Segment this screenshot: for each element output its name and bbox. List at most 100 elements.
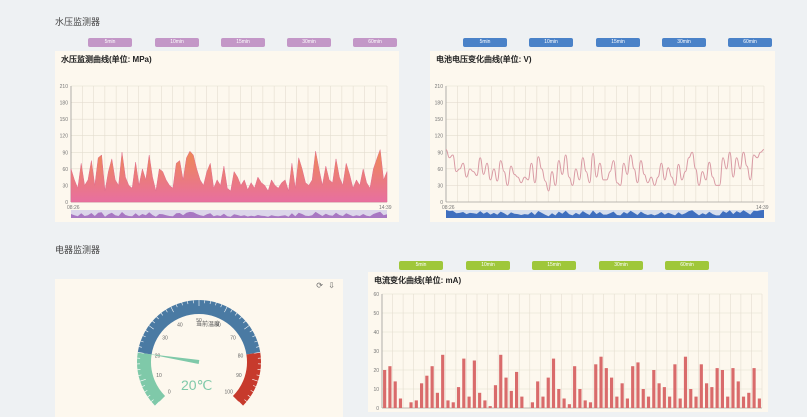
current-bar xyxy=(478,392,482,408)
voltage-line-series xyxy=(445,149,765,192)
current-bar xyxy=(741,396,746,408)
current-bar xyxy=(430,366,434,408)
temperature-gauge: 0 10 20 30 40 50 60 70 80 90 100 xyxy=(137,300,261,407)
gauge-tick xyxy=(144,390,148,393)
current-range-5min-button[interactable]: 5min xyxy=(399,261,443,270)
y-tick-label: 60 xyxy=(437,167,443,173)
gauge-tick xyxy=(243,320,246,324)
y-tick-label: 20 xyxy=(373,368,379,374)
water-pressure-chart-title: 水压监测曲线(单位: MPa) xyxy=(61,55,152,64)
current-bar xyxy=(726,396,730,408)
y-tick-label: 90 xyxy=(62,150,68,156)
current-bar xyxy=(694,396,698,408)
gauge-tick xyxy=(156,316,159,320)
voltage-range-5min-button[interactable]: 5min xyxy=(463,38,507,47)
water-range-5min-button[interactable]: 5min xyxy=(88,38,132,47)
y-tick-label: 30 xyxy=(437,183,443,189)
voltage-range-10min-button[interactable]: 10min xyxy=(529,38,573,47)
current-range-60min-button[interactable]: 60min xyxy=(665,261,709,270)
y-tick-label: 50 xyxy=(373,311,379,317)
current-range-10min-button[interactable]: 10min xyxy=(466,261,510,270)
y-tick-label: 210 xyxy=(435,84,444,90)
y-tick-label: 0 xyxy=(376,406,379,412)
gauge-tick xyxy=(253,385,257,387)
current-bar xyxy=(705,383,709,408)
gauge-tick xyxy=(220,304,223,308)
current-bar xyxy=(409,402,413,408)
current-bar xyxy=(715,368,719,408)
current-bar xyxy=(678,398,682,408)
current-bar xyxy=(456,387,461,408)
gauge-tick-label: 0 xyxy=(168,390,171,396)
electric-section-title: 电器监测器 xyxy=(55,245,101,255)
current-bar xyxy=(588,402,593,408)
y-tick-label: 150 xyxy=(435,117,444,123)
data-zoom-brush xyxy=(446,210,764,218)
voltage-range-15min-button[interactable]: 15min xyxy=(596,38,640,47)
water-range-15min-button[interactable]: 15min xyxy=(221,38,265,47)
current-bar xyxy=(736,381,740,408)
current-bar xyxy=(662,387,666,408)
gauge-tick xyxy=(142,335,146,338)
gauge-tick xyxy=(181,302,183,306)
current-bar xyxy=(578,389,582,408)
gauge-tick xyxy=(209,301,211,305)
current-bar xyxy=(710,387,714,408)
current-bar xyxy=(567,404,571,408)
x-tick-label-start: 08:26 xyxy=(442,205,455,211)
current-bar xyxy=(562,398,566,408)
gauge-tick xyxy=(154,401,160,407)
gauge-tick-label: 60 xyxy=(215,323,221,329)
gauge-low-band xyxy=(137,352,166,406)
gauge-tick-label: 70 xyxy=(230,335,236,341)
gauge-tick xyxy=(254,340,258,343)
gauge-tick xyxy=(160,312,164,316)
current-bar xyxy=(594,364,598,408)
current-bar xyxy=(483,400,487,408)
download-icon[interactable]: ⇩ xyxy=(328,281,335,290)
water-range-60min-button[interactable]: 60min xyxy=(353,38,397,47)
water-range-30min-button[interactable]: 30min xyxy=(287,38,331,47)
current-bar xyxy=(573,366,577,408)
y-tick-label: 150 xyxy=(60,117,69,123)
current-bar xyxy=(610,377,614,408)
y-tick-label: 10 xyxy=(373,387,379,393)
current-bar xyxy=(536,381,540,408)
refresh-icon[interactable]: ⟳ xyxy=(316,281,323,290)
y-tick-label: 60 xyxy=(373,292,379,298)
gauge-tick xyxy=(250,390,254,393)
current-range-15min-button[interactable]: 15min xyxy=(532,261,576,270)
y-tick-label: 90 xyxy=(437,150,443,156)
current-range-30min-button[interactable]: 30min xyxy=(599,261,643,270)
gauge-high-band xyxy=(232,352,261,406)
gauge-tick xyxy=(139,379,146,382)
water-pressure-chart: 0 30 60 90 120 150 180 210 08:26 14:39 xyxy=(60,84,392,218)
water-range-10min-button[interactable]: 10min xyxy=(155,38,199,47)
gauge-tick xyxy=(148,325,154,330)
gauge-tick xyxy=(151,399,154,402)
current-bar xyxy=(631,366,635,408)
current-bar xyxy=(673,364,677,408)
y-tick-label: 210 xyxy=(60,84,69,90)
voltage-range-60min-button[interactable]: 60min xyxy=(728,38,772,47)
current-chart: 0 10 20 30 40 50 60 xyxy=(373,292,763,412)
gauge-tick xyxy=(187,301,189,305)
gauge-value-text: 20℃ xyxy=(181,377,213,393)
current-bar xyxy=(398,398,403,408)
current-bar xyxy=(747,392,751,408)
current-bar xyxy=(515,371,519,408)
gauge-tick xyxy=(239,316,242,320)
data-zoom-brush xyxy=(71,210,387,218)
x-tick-label-end: 14:39 xyxy=(756,205,769,211)
y-tick-label: 40 xyxy=(373,330,379,336)
current-bar xyxy=(441,354,445,408)
voltage-range-30min-button[interactable]: 30min xyxy=(662,38,706,47)
gauge-tick xyxy=(244,399,247,402)
water-section-title: 水压监测器 xyxy=(55,17,101,27)
gauge-tick xyxy=(244,325,250,330)
current-bar xyxy=(752,368,756,408)
voltage-chart: 0 30 60 90 120 150 180 210 08:26 14:39 xyxy=(435,84,769,218)
current-chart-title: 电流变化曲线(单位: mA) xyxy=(374,276,462,285)
current-bar xyxy=(493,385,498,408)
current-bar xyxy=(657,383,661,408)
